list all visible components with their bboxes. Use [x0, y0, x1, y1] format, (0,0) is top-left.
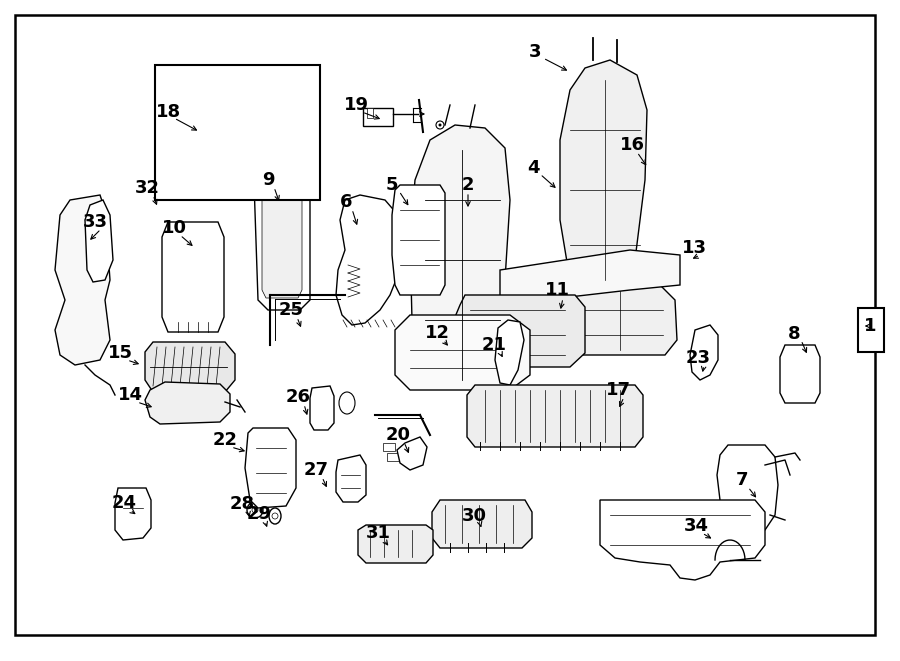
Text: 28: 28	[230, 495, 255, 513]
Bar	[480, 315, 525, 330]
Polygon shape	[432, 500, 532, 548]
Circle shape	[173, 388, 201, 416]
Text: 6: 6	[340, 193, 352, 211]
Text: 24: 24	[112, 494, 137, 512]
Polygon shape	[500, 250, 680, 305]
Text: 9: 9	[262, 171, 274, 189]
Text: 27: 27	[303, 461, 328, 479]
Polygon shape	[495, 320, 524, 385]
Bar	[383, 443, 395, 451]
Polygon shape	[310, 386, 334, 430]
Polygon shape	[145, 382, 230, 424]
Circle shape	[742, 484, 754, 496]
Text: 4: 4	[526, 159, 539, 177]
Text: 30: 30	[462, 507, 487, 525]
Circle shape	[183, 398, 191, 406]
Polygon shape	[467, 385, 643, 447]
Circle shape	[620, 525, 630, 535]
Text: 3: 3	[529, 43, 541, 61]
Bar	[178, 272, 208, 280]
Polygon shape	[392, 185, 445, 295]
Text: 11: 11	[544, 281, 570, 299]
Circle shape	[247, 502, 263, 518]
Text: 5: 5	[386, 176, 398, 194]
Bar	[363, 108, 393, 126]
Circle shape	[660, 525, 670, 535]
Text: 8: 8	[788, 325, 800, 343]
Polygon shape	[55, 195, 110, 365]
Polygon shape	[262, 182, 302, 298]
Polygon shape	[245, 428, 296, 508]
Text: 22: 22	[212, 431, 238, 449]
Circle shape	[272, 513, 278, 519]
Polygon shape	[85, 200, 113, 282]
Bar	[367, 108, 373, 118]
Polygon shape	[717, 445, 778, 537]
Bar	[155, 65, 320, 200]
Text: 21: 21	[482, 336, 507, 354]
Text: 7: 7	[736, 471, 748, 489]
Text: 19: 19	[344, 96, 368, 114]
Circle shape	[252, 507, 258, 513]
Polygon shape	[194, 93, 246, 170]
Polygon shape	[257, 87, 312, 162]
Bar	[387, 453, 399, 461]
Polygon shape	[397, 437, 427, 470]
Text: 25: 25	[278, 301, 303, 319]
Circle shape	[730, 472, 766, 508]
Polygon shape	[395, 315, 530, 390]
Polygon shape	[600, 500, 765, 580]
Circle shape	[360, 235, 380, 255]
Text: 1: 1	[864, 317, 877, 335]
Text: 26: 26	[285, 388, 310, 406]
Bar	[173, 312, 185, 320]
Polygon shape	[145, 342, 235, 392]
Polygon shape	[780, 345, 820, 403]
Polygon shape	[410, 125, 510, 385]
Text: 12: 12	[425, 324, 449, 342]
Text: 23: 23	[686, 349, 710, 367]
Text: 13: 13	[681, 239, 706, 257]
Ellipse shape	[339, 392, 355, 414]
Text: 18: 18	[156, 103, 181, 121]
Polygon shape	[358, 525, 433, 563]
Text: 20: 20	[385, 426, 410, 444]
Polygon shape	[336, 455, 366, 502]
Circle shape	[367, 242, 373, 248]
Bar	[173, 242, 185, 250]
Polygon shape	[690, 325, 718, 380]
Circle shape	[700, 525, 710, 535]
Text: 33: 33	[83, 213, 107, 231]
Text: 29: 29	[247, 505, 272, 523]
Polygon shape	[336, 195, 402, 325]
Polygon shape	[115, 488, 151, 540]
Text: 16: 16	[619, 136, 644, 154]
Ellipse shape	[269, 508, 281, 524]
Circle shape	[438, 124, 442, 126]
Text: 14: 14	[118, 386, 142, 404]
Polygon shape	[455, 295, 585, 367]
Text: 2: 2	[462, 176, 474, 194]
Circle shape	[735, 525, 745, 535]
Text: 34: 34	[683, 517, 708, 535]
Polygon shape	[162, 222, 224, 332]
Text: 31: 31	[365, 524, 391, 542]
Polygon shape	[254, 170, 310, 310]
Bar	[858, 308, 884, 352]
Text: 10: 10	[161, 219, 186, 237]
Polygon shape	[565, 285, 677, 355]
Circle shape	[436, 121, 444, 129]
Polygon shape	[560, 60, 647, 285]
Text: 15: 15	[107, 344, 132, 362]
Bar	[178, 297, 208, 305]
Text: 32: 32	[134, 179, 159, 197]
Text: 17: 17	[606, 381, 631, 399]
